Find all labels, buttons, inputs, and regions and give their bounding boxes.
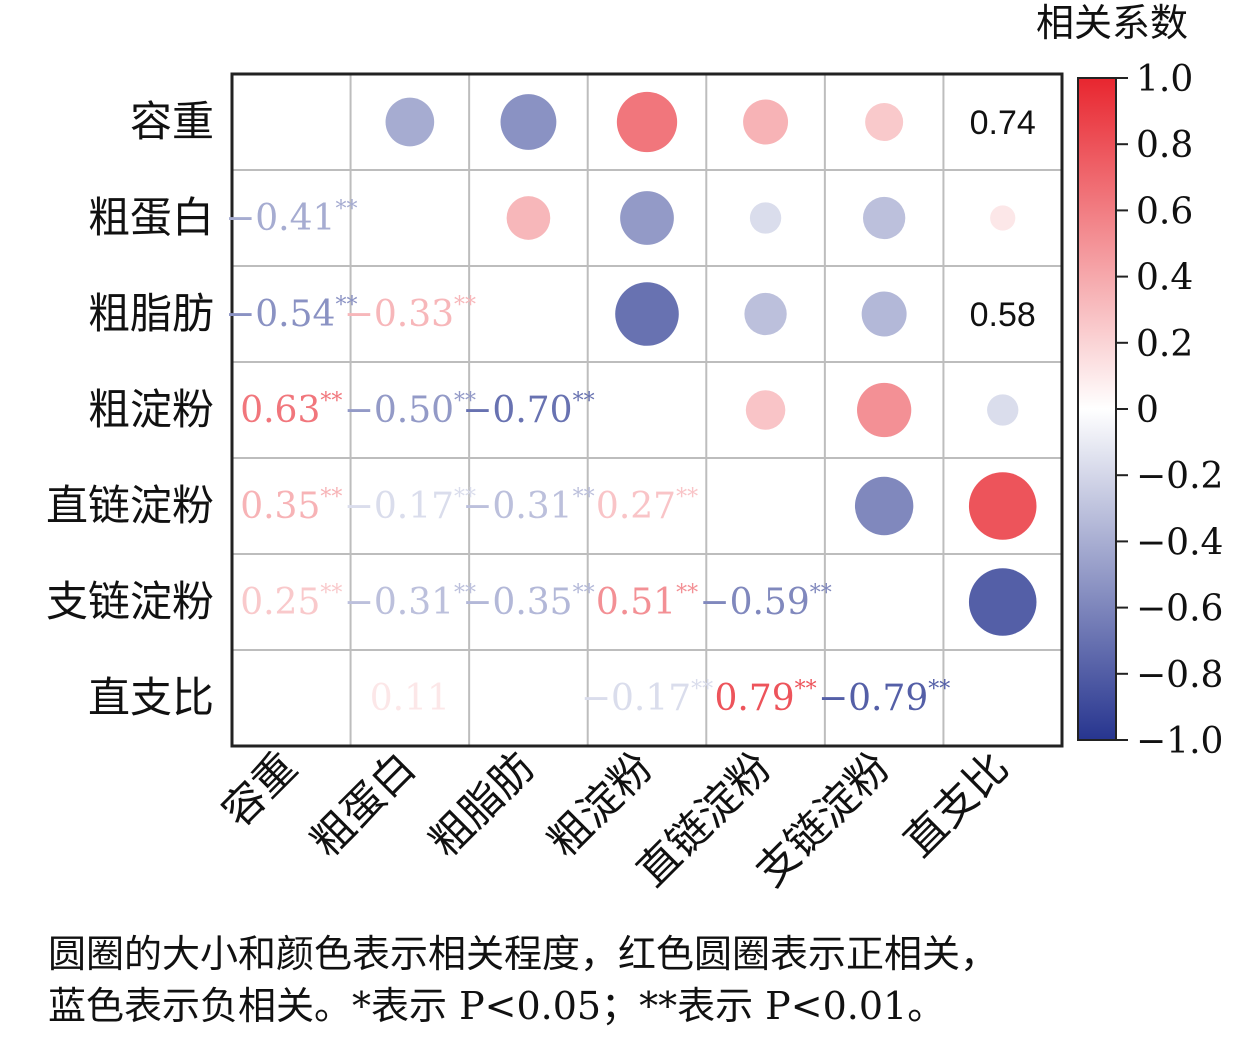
correlation-circle	[968, 568, 1037, 636]
y-tick-label: 粗蛋白	[88, 193, 214, 242]
correlation-circle	[744, 292, 787, 336]
grid	[230, 72, 1064, 748]
correlation-circle	[385, 97, 435, 147]
correlation-value: 0.79**	[714, 677, 816, 719]
correlation-circle	[616, 91, 678, 153]
x-tick-label: 容重	[212, 742, 306, 836]
correlation-circle	[620, 191, 674, 245]
correlation-circle	[854, 476, 914, 536]
correlation-value: 0.27**	[596, 485, 698, 527]
correlation-circle	[857, 382, 912, 438]
colorbar-tick-label: 1.0	[1136, 59, 1193, 100]
correlation-value: −0.79**	[818, 677, 950, 719]
correlation-circle	[968, 472, 1037, 540]
y-tick-label: 直链淀粉	[46, 481, 214, 530]
correlation-value: −0.31**	[462, 485, 594, 527]
correlation-value-upper: 0.58	[970, 296, 1036, 334]
x-tick-label: 直支比	[894, 742, 1018, 866]
colorbar-tick-label: 0.2	[1136, 324, 1193, 365]
correlation-value: −0.54**	[225, 293, 357, 335]
y-tick-label: 粗淀粉	[88, 385, 214, 434]
correlation-circle	[743, 99, 789, 145]
correlation-value: −0.33**	[344, 293, 476, 335]
correlation-value: 0.51**	[596, 581, 698, 623]
correlation-value: −0.31**	[344, 581, 476, 623]
x-tick-label: 粗蛋白	[301, 742, 425, 866]
figure-caption: 圆圈的大小和颜色表示相关程度，红色圆圈表示正相关， 蓝色表示负相关。*表示 P<…	[48, 928, 1238, 1032]
correlation-circle	[500, 94, 557, 150]
correlation-circle	[749, 202, 782, 234]
x-tick-label: 粗脂肪	[420, 742, 544, 866]
colorbar-tick-label: 0.6	[1136, 191, 1193, 232]
colorbar-tick-label: 0.4	[1136, 258, 1193, 299]
y-tick-label: 容重	[130, 97, 214, 146]
y-tick-label: 直支比	[88, 673, 214, 722]
correlation-value: 0.35**	[240, 485, 342, 527]
plot-frame	[230, 72, 1064, 748]
correlation-value: 0.25**	[240, 581, 342, 623]
correlation-value: −0.70**	[462, 389, 594, 431]
correlation-circle	[861, 291, 907, 337]
colorbar: 相关系数 1.0 0.8 0.6 0.4 0.2 0 −0.2 −0.4 −0.6 −0.8 −1.…	[1036, 1, 1223, 762]
correlation-value: −0.50**	[344, 389, 476, 431]
correlation-labels: 0.74 0.58 −0.41** −0.54**−0.33** 0.63** −0.50…	[225, 104, 1036, 719]
y-tick-label: 支链淀粉	[46, 577, 214, 626]
correlation-value-upper: 0.74	[970, 104, 1036, 142]
y-tick-label: 粗脂肪	[88, 289, 214, 338]
correlation-circle	[865, 103, 904, 141]
correlation-circle	[615, 282, 679, 346]
correlation-circle	[987, 394, 1019, 426]
correlation-chart: 0.74 0.58 −0.41** −0.54**−0.33** 0.63** −0.50…	[46, 1, 1223, 896]
correlation-value: −0.41**	[225, 197, 357, 239]
correlation-circle	[862, 196, 906, 240]
colorbar-tick-label: −0.8	[1136, 655, 1223, 696]
colorbar-tick-label: 0.8	[1136, 125, 1193, 166]
correlation-circle	[990, 205, 1016, 231]
correlation-value: 0.63**	[240, 389, 342, 431]
caption-line-1: 圆圈的大小和颜色表示相关程度，红色圆圈表示正相关，	[48, 932, 999, 976]
colorbar-title: 相关系数	[1036, 1, 1188, 45]
colorbar-tick-label: 0	[1136, 390, 1159, 431]
correlation-value: −0.59**	[699, 581, 831, 623]
colorbar-tick-label: −0.2	[1136, 456, 1223, 497]
colorbar-tick-label: −0.6	[1136, 589, 1223, 630]
correlation-value: 0.11	[370, 678, 450, 719]
correlation-circle	[745, 390, 786, 430]
colorbar-gradient	[1077, 77, 1117, 741]
correlation-value: −0.17**	[344, 485, 476, 527]
colorbar-tick-label: −1.0	[1136, 721, 1223, 762]
caption-line-2: 蓝色表示负相关。*表示 P<0.05；**表示 P<0.01。	[48, 984, 946, 1028]
correlation-value: −0.35**	[462, 581, 594, 623]
correlation-circles	[385, 91, 1037, 636]
correlation-value: −0.17**	[581, 677, 713, 719]
correlation-circle	[506, 196, 551, 240]
colorbar-tick-label: −0.4	[1136, 522, 1223, 563]
